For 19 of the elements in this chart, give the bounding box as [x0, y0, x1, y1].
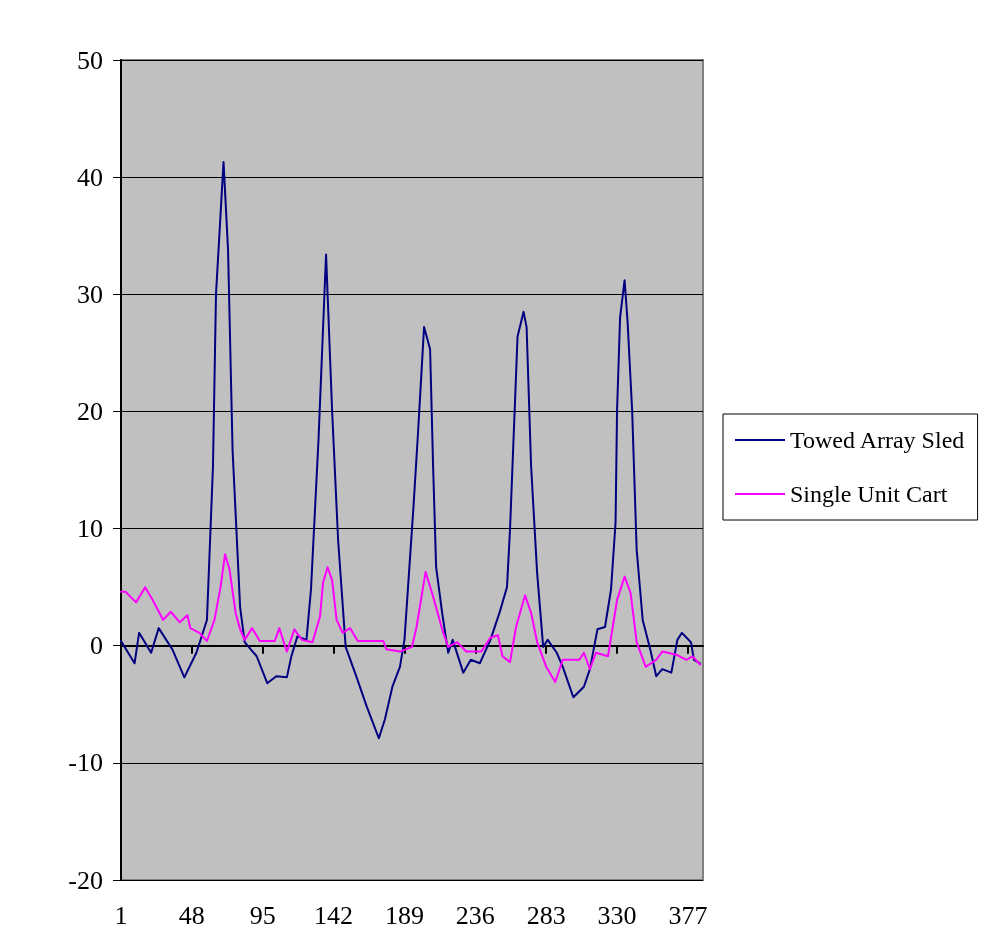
y-tick-label: 0 — [90, 631, 103, 661]
x-tick-label: 1 — [114, 900, 128, 930]
y-tick-label: 10 — [77, 514, 103, 544]
y-tick-label: 20 — [77, 396, 103, 426]
legend-label: Single Unit Cart — [790, 481, 948, 507]
x-tick-label: 189 — [384, 900, 424, 930]
y-tick-label: 30 — [77, 279, 103, 309]
y-tick-label: 50 — [77, 45, 103, 75]
x-tick-label: 330 — [597, 900, 637, 930]
x-tick-label: 377 — [668, 900, 708, 930]
x-tick-label: 48 — [178, 900, 205, 930]
y-tick-label: 40 — [77, 162, 103, 192]
x-tick-label: 95 — [249, 900, 276, 930]
y-tick-label: -20 — [68, 865, 103, 895]
x-tick-label: 142 — [314, 900, 354, 930]
x-tick-label: 283 — [526, 900, 566, 930]
x-tick-label: 236 — [455, 900, 495, 930]
y-tick-label: -10 — [68, 748, 103, 778]
legend-label: Towed Array Sled — [790, 427, 965, 453]
